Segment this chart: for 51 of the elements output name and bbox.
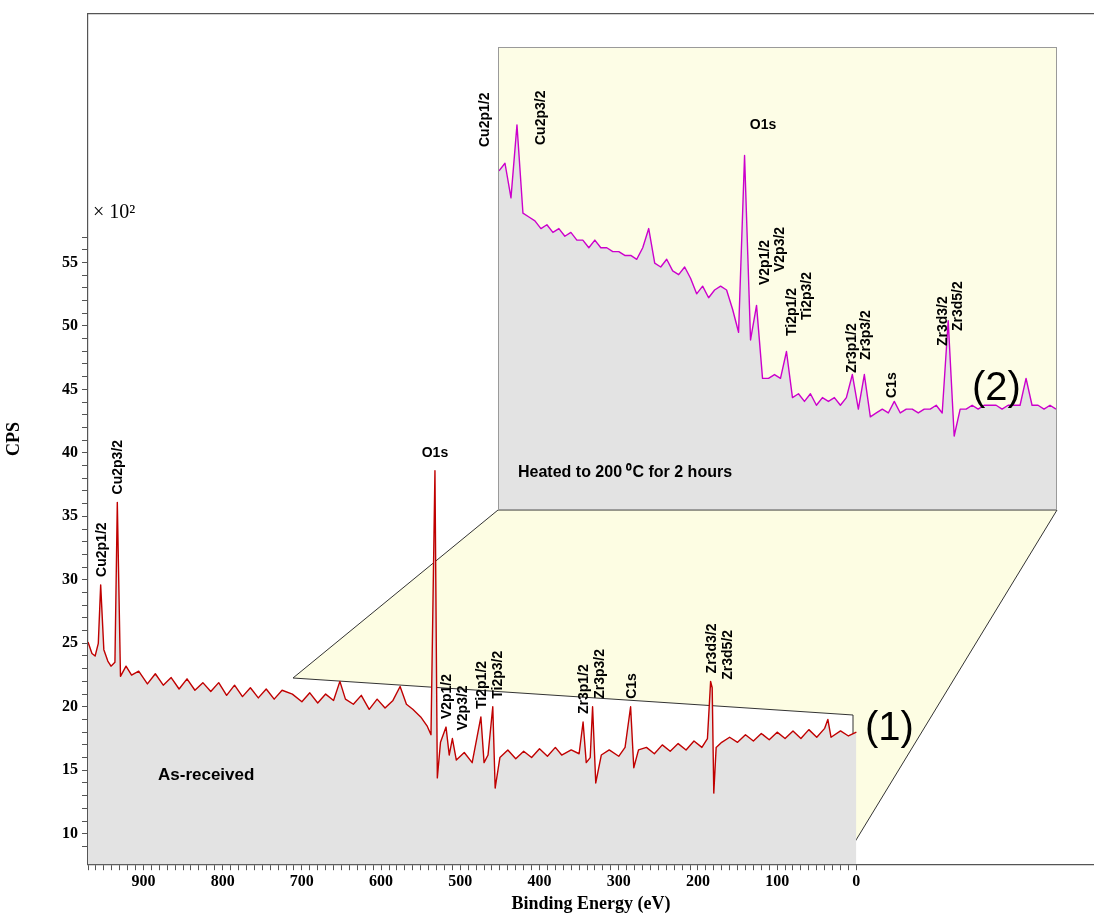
annotation: Ti2p1/2: [472, 660, 489, 709]
annotation: Zr3d5/2: [718, 629, 735, 680]
annotation: Zr3p3/2: [590, 648, 607, 699]
y-tick-label: 40: [62, 443, 78, 461]
x-tick-label: 600: [369, 871, 394, 889]
annotation: V2p1/2: [756, 239, 772, 285]
annotation: Zr3d3/2: [934, 296, 950, 346]
annotation: V2p3/2: [771, 226, 787, 272]
x-tick-label: 0: [852, 871, 861, 889]
x-axis-title: Binding Energy (eV): [511, 892, 671, 914]
y-tick-label: 15: [62, 760, 78, 778]
annotation: Cu2p1/2: [92, 522, 109, 577]
x-tick-label: 100: [765, 871, 790, 889]
x-tick-label: 200: [685, 871, 710, 889]
y-tick-label: 30: [62, 569, 78, 587]
annotation: C1s: [622, 672, 639, 699]
x-tick-label: 300: [606, 871, 631, 889]
x-tick-label: 500: [448, 871, 473, 889]
annotation: Cu2p3/2: [109, 439, 126, 495]
x-tick-label: 800: [210, 871, 235, 889]
y-tick-label: 55: [62, 252, 78, 270]
annotation: Cu2p1/2: [476, 92, 492, 147]
annotation: Ti2p1/2: [783, 288, 799, 336]
y-tick-label: 20: [62, 696, 78, 714]
annotation: Ti2p3/2: [798, 272, 814, 320]
annotation: (1): [865, 704, 914, 748]
annotation: Zr3d3/2: [702, 623, 719, 674]
x-tick-label: 900: [131, 871, 156, 889]
annotation: Zr3p1/2: [843, 323, 859, 373]
x-tick-label: 400: [527, 871, 552, 889]
annotation: C1s: [883, 372, 899, 398]
annotation: × 10²: [93, 200, 136, 222]
annotation: Zr3d5/2: [949, 281, 965, 331]
annotation: O1s: [421, 444, 449, 461]
annotation: Zr3p3/2: [857, 310, 873, 360]
annotation: V2p3/2: [453, 685, 470, 731]
y-axis-title: CPS: [3, 421, 24, 456]
annotation: O1s: [749, 116, 777, 132]
annotation: Cu2p3/2: [532, 90, 548, 145]
annotation: Ti2p3/2: [488, 650, 505, 699]
x-tick-label: 700: [289, 871, 314, 889]
y-tick-label: 45: [62, 379, 78, 397]
annotation: V2p1/2: [437, 673, 454, 720]
y-tick-label: 10: [62, 823, 78, 841]
annotation: Zr3p1/2: [574, 664, 591, 715]
y-tick-label: 25: [62, 633, 78, 651]
annotation: Heated to 200 ⁰C for 2 hours: [518, 463, 733, 480]
annotation: (2): [972, 364, 1021, 408]
annotation: As-received: [158, 765, 255, 784]
y-tick-label: 50: [62, 316, 78, 334]
y-tick-label: 35: [62, 506, 78, 524]
